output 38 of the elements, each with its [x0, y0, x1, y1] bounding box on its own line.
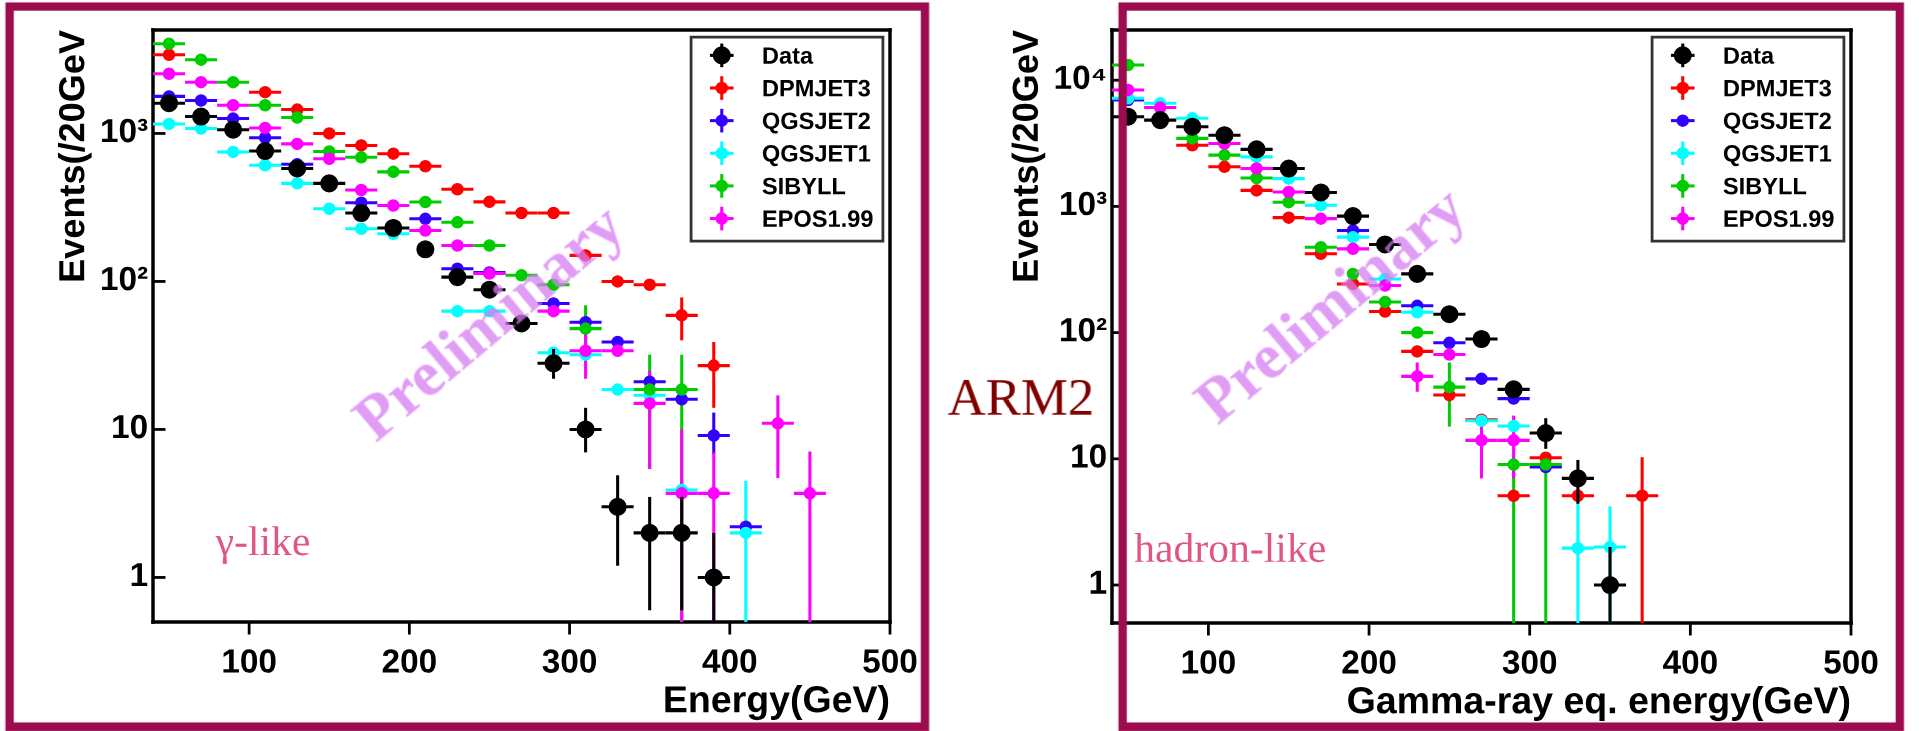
- x-axis-title: Gamma-ray eq. energy(GeV): [1348, 686, 1850, 722]
- y-tick-label: 10²: [102, 266, 148, 291]
- text: ARM2: [948, 379, 1092, 415]
- legend-label: EPOS1.99: [763, 210, 873, 228]
- legend-label: Data: [1724, 47, 1775, 64]
- legend-label: SIBYLL: [1723, 177, 1807, 195]
- legend-label: SIBYLL: [762, 177, 846, 195]
- y-tick-label: 10: [1072, 444, 1106, 468]
- y-tick-label: 10: [113, 414, 147, 439]
- y-tick-label: 10⁴: [1055, 65, 1106, 90]
- x-tick-label: 300: [1502, 650, 1557, 674]
- legend-label: QGSJET2: [762, 112, 870, 134]
- y-tick-label: 1: [131, 563, 148, 587]
- x-tick-label: 100: [1182, 650, 1235, 674]
- x-axis-title: Energy(GeV): [665, 685, 889, 721]
- legend-label: DPMJET3: [763, 79, 870, 97]
- x-tick-label: 400: [1663, 650, 1717, 674]
- legend-label: QGSJET1: [1723, 145, 1832, 167]
- x-tick-label: 200: [1342, 650, 1396, 674]
- y-tick-label: 1: [1090, 570, 1107, 594]
- legend-label: QGSJET2: [1723, 112, 1831, 134]
- x-tick-label: 400: [702, 649, 757, 673]
- legend-label: QGSJET1: [762, 145, 871, 167]
- x-tick-label: 200: [382, 649, 436, 673]
- annotation: γ-like: [215, 526, 309, 564]
- y-tick-label: 10³: [102, 118, 148, 143]
- x-tick-label: 500: [863, 649, 917, 673]
- annotation: hadron-like: [1134, 532, 1325, 563]
- legend-label: Data: [763, 47, 814, 64]
- x-tick-label: 500: [1824, 650, 1878, 674]
- y-axis-title: Events(/20GeV: [1011, 30, 1046, 281]
- y-axis-title: Events(/20GeV: [57, 30, 92, 281]
- y-tick-label: 10²: [1061, 317, 1107, 342]
- x-tick-label: 300: [542, 649, 597, 673]
- y-tick-label: 10³: [1061, 191, 1107, 216]
- x-tick-label: 100: [223, 649, 276, 673]
- legend-label: DPMJET3: [1724, 79, 1831, 97]
- legend-label: EPOS1.99: [1724, 210, 1834, 228]
